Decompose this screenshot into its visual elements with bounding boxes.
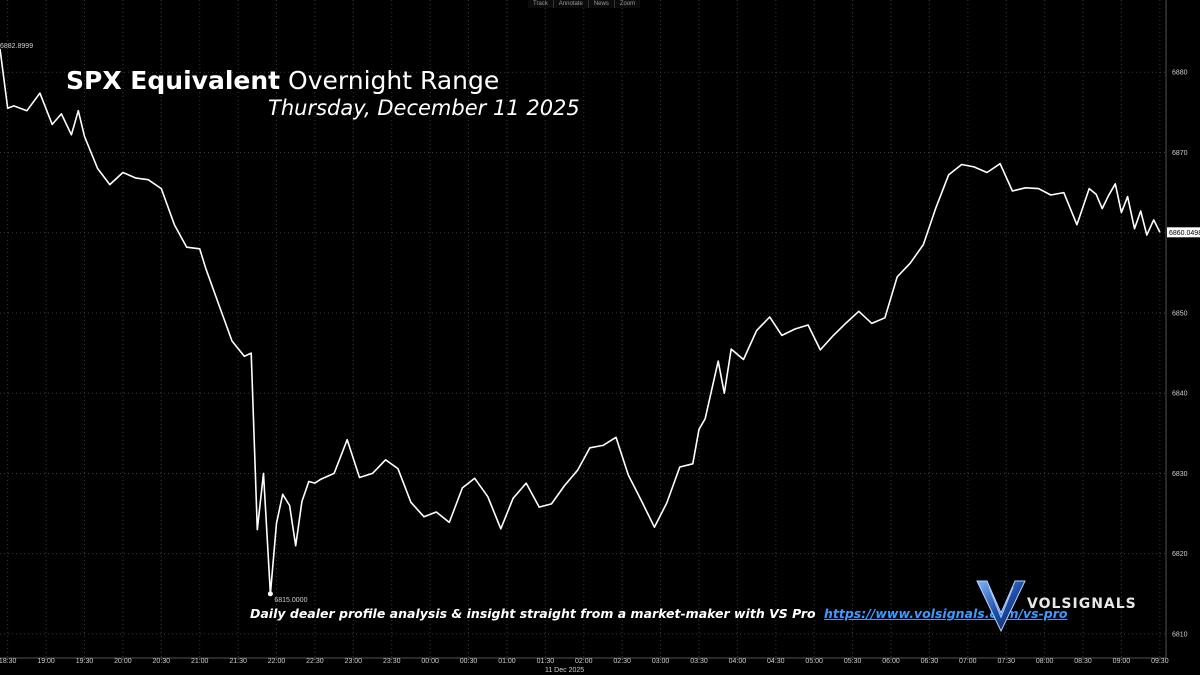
toolbar-zoom[interactable]: Zoom: [613, 0, 641, 8]
last-value-label: 6860.0498: [1169, 230, 1200, 237]
x-tick-label: 00:30: [460, 658, 478, 665]
x-tick-label: 07:00: [959, 658, 977, 665]
x-tick-label: 19:00: [37, 658, 55, 665]
x-tick-label: 22:00: [268, 658, 286, 665]
x-tick-label: 19:30: [76, 658, 94, 665]
x-tick-label: 06:00: [882, 658, 900, 665]
x-tick-label: 20:00: [114, 658, 132, 665]
x-tick-label: 09:00: [1113, 658, 1131, 665]
x-tick-label: 07:30: [997, 658, 1015, 665]
y-tick-label: 6850: [1172, 310, 1188, 317]
x-tick-label: 06:30: [921, 658, 939, 665]
x-tick-label: 09:30: [1151, 658, 1169, 665]
x-tick-label: 08:30: [1074, 658, 1092, 665]
chart-toolbar: Track Annotate News Zoom: [528, 0, 641, 8]
x-tick-label: 02:30: [613, 658, 631, 665]
x-tick-label: 22:30: [306, 658, 324, 665]
x-tick-label: 00:00: [421, 658, 439, 665]
value-label-layer: 6815.0000 6882.8999 6860.0498: [0, 43, 1200, 604]
x-tick-label: 03:00: [652, 658, 670, 665]
x-tick-label: 08:00: [1036, 658, 1054, 665]
y-tick-label: 6810: [1172, 631, 1188, 638]
x-tick-label: 04:00: [729, 658, 747, 665]
promo-banner: Daily dealer profile analysis & insight …: [250, 606, 1068, 621]
y-tick-label: 6820: [1172, 551, 1188, 558]
x-tick-label: 23:00: [345, 658, 363, 665]
high-value-label: 6882.8999: [0, 43, 33, 50]
x-tick-label: 18:30: [0, 658, 17, 665]
y-tick-label: 6840: [1172, 391, 1188, 398]
x-tick-label: 23:30: [383, 658, 401, 665]
y-tick-label: 6870: [1172, 150, 1188, 157]
x-tick-label: 05:30: [844, 658, 862, 665]
x-tick-label: 21:30: [229, 658, 247, 665]
series-layer: [0, 48, 1161, 595]
axis-tick-layer: 18:30 19:00 19:30 20:00 20:30 21:00 21:30 22:00…: [0, 70, 1188, 674]
x-tick-label: 20:30: [153, 658, 171, 665]
x-axis-date-label: 11 Dec 2025: [545, 667, 584, 674]
chart-title: SPX Equivalent Overnight Range: [66, 66, 499, 95]
x-tick-label: 05:00: [805, 658, 823, 665]
y-tick-label: 6830: [1172, 471, 1188, 478]
low-value-label: 6815.0000: [274, 597, 307, 604]
x-tick-label: 01:00: [498, 658, 516, 665]
x-tick-label: 01:30: [537, 658, 555, 665]
promo-text: Daily dealer profile analysis & insight …: [250, 606, 816, 621]
toolbar-news[interactable]: News: [587, 0, 614, 8]
y-tick-label: 6880: [1172, 70, 1188, 77]
price-line: [0, 48, 1161, 595]
chart-title-bold: SPX Equivalent: [66, 66, 281, 95]
chart-title-regular: Overnight Range: [288, 66, 500, 95]
last-value-box: [1167, 227, 1200, 238]
x-tick-label: 04:30: [767, 658, 785, 665]
logo-text: VOLSIGNALS: [1027, 596, 1137, 612]
low-marker: [267, 591, 273, 597]
chart-subtitle: Thursday, December 11 2025: [268, 96, 580, 120]
volsignals-logo: [976, 580, 1026, 633]
x-tick-label: 03:30: [690, 658, 708, 665]
grid-layer: [0, 0, 1167, 659]
toolbar-track[interactable]: Track: [528, 0, 553, 8]
x-tick-label: 21:00: [191, 658, 209, 665]
toolbar-annotate[interactable]: Annotate: [552, 0, 588, 8]
x-tick-label: 02:00: [575, 658, 593, 665]
